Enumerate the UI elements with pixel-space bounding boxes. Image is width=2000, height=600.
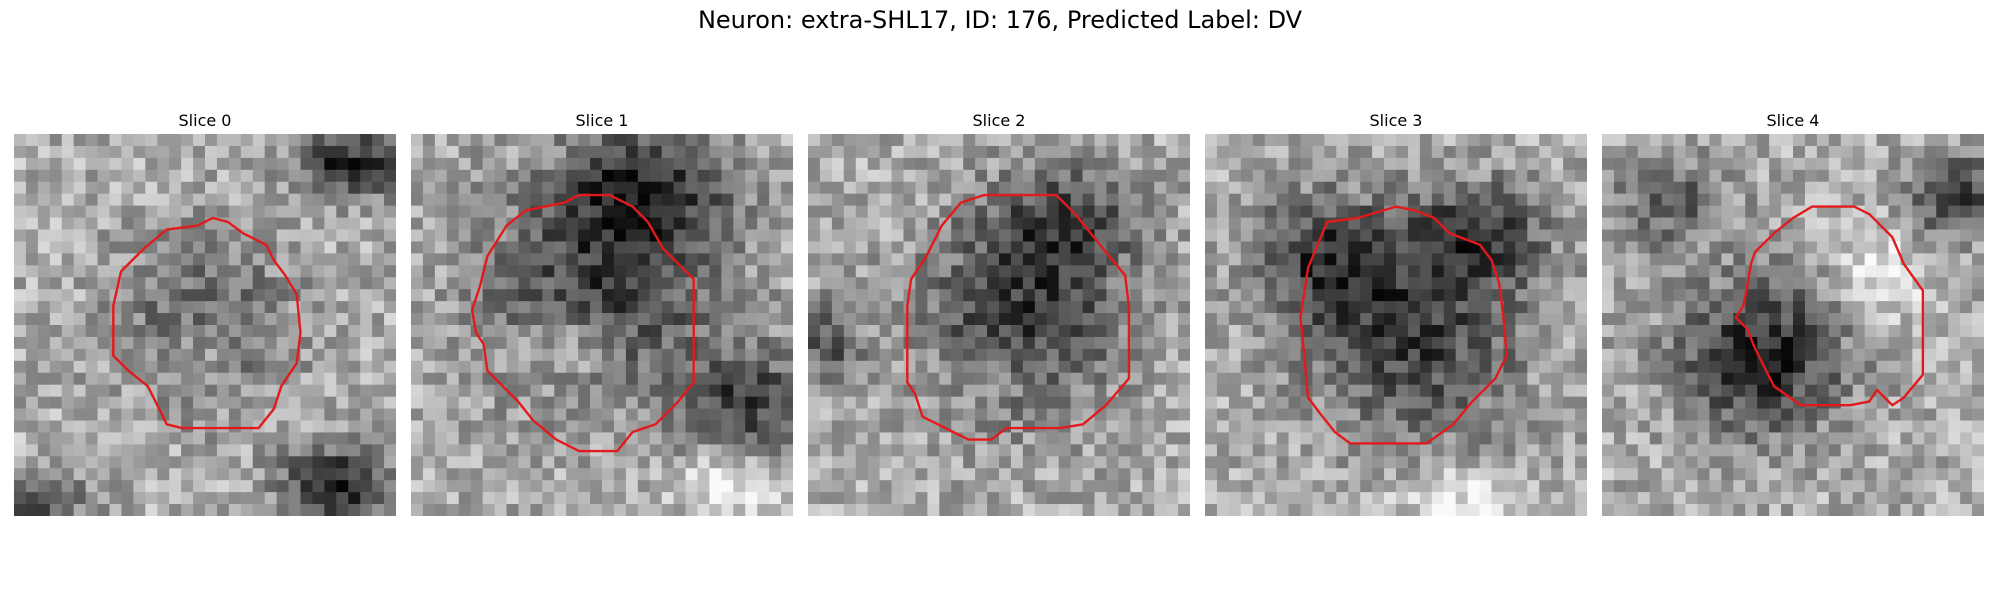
slice-title: Slice 3 xyxy=(1369,111,1423,130)
neuron-contour xyxy=(470,193,695,453)
pixel-grid xyxy=(808,134,1190,516)
slice-panel-2: Slice 2 xyxy=(808,108,1190,516)
pixel-grid xyxy=(411,134,793,516)
neuron-contour xyxy=(1299,205,1508,445)
neuron-contour xyxy=(906,193,1131,441)
slice-panel-4: Slice 4 xyxy=(1602,108,1984,516)
pixel-grid xyxy=(14,134,396,516)
slice-title: Slice 4 xyxy=(1766,111,1820,130)
pixel-grid xyxy=(1205,134,1587,516)
slice-image xyxy=(1205,134,1587,516)
neuron-contour xyxy=(1734,205,1925,407)
slice-svg xyxy=(1205,134,1587,516)
slice-image xyxy=(14,134,396,516)
slice-panel-3: Slice 3 xyxy=(1205,108,1587,516)
slice-title: Slice 2 xyxy=(972,111,1026,130)
slice-image xyxy=(1602,134,1984,516)
slice-svg xyxy=(1602,134,1984,516)
slice-svg xyxy=(14,134,396,516)
slice-panel-0: Slice 0 xyxy=(14,108,396,516)
pixel-grid xyxy=(1602,134,1984,516)
slice-title: Slice 1 xyxy=(575,111,629,130)
figure-title: Neuron: extra-SHL17, ID: 176, Predicted … xyxy=(697,6,1303,34)
slice-image xyxy=(808,134,1190,516)
neuron-contour xyxy=(112,216,302,430)
slice-svg xyxy=(411,134,793,516)
slice-title: Slice 0 xyxy=(178,111,232,130)
slice-image xyxy=(411,134,793,516)
slice-svg xyxy=(808,134,1190,516)
slice-panel-1: Slice 1 xyxy=(411,108,793,516)
